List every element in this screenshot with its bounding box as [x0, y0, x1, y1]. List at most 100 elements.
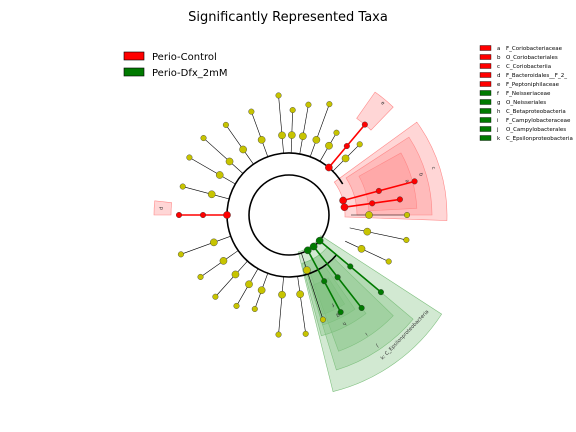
- taxon-node: [199, 211, 206, 218]
- taxon-node: [175, 211, 182, 218]
- clade-highlight-sectors: [153, 91, 448, 392]
- taxon-node: [289, 107, 296, 114]
- branch-17: [278, 276, 284, 335]
- branch-25: [189, 157, 236, 185]
- taxon-node: [315, 236, 324, 245]
- taxon-node: [222, 121, 229, 128]
- taxa-swatch-a: [479, 45, 492, 51]
- taxa-name-c: C_Coriobacteriia: [506, 64, 551, 70]
- taxa-swatch-g: [479, 99, 492, 105]
- sector-letter-j: j: [375, 342, 380, 348]
- taxon-node: [275, 331, 282, 338]
- branch-27: [225, 124, 254, 165]
- level-2-arc: [226, 152, 344, 278]
- taxon-node: [312, 136, 321, 144]
- taxa-label-e: e: [497, 82, 501, 88]
- taxon-node: [396, 196, 403, 203]
- group-legend: Perio-Control Perio-Dfx_2mM: [123, 51, 228, 79]
- legend-label-treated: Perio-Dfx_2mM: [152, 68, 228, 79]
- taxon-node: [233, 302, 240, 309]
- taxa-name-j: O_Campylobacterales: [506, 127, 566, 133]
- branch-15: [301, 252, 324, 320]
- taxon-node: [219, 257, 228, 265]
- figure-title: Significantly Represented Taxa: [188, 10, 388, 25]
- taxon-node: [248, 108, 255, 115]
- sector-letter-c: c: [430, 166, 437, 171]
- taxon-node: [385, 258, 392, 265]
- taxa-label-h: h: [497, 109, 501, 115]
- taxa-swatch-h: [479, 108, 492, 114]
- taxon-node: [245, 280, 253, 289]
- taxon-node: [296, 290, 304, 299]
- sector-letter-e: e: [379, 100, 385, 107]
- branch-2: [299, 104, 309, 154]
- branch-28: [251, 111, 269, 157]
- taxa-swatch-c: [479, 63, 492, 69]
- taxa-swatch-b: [479, 54, 492, 60]
- taxon-node: [303, 266, 311, 274]
- branch-22: [180, 235, 231, 255]
- clade-sector-b: [345, 136, 433, 216]
- taxon-node: [305, 101, 312, 108]
- taxon-node: [325, 141, 333, 150]
- taxon-node: [404, 211, 411, 218]
- taxa-swatch-k: [479, 135, 492, 141]
- taxon-node: [363, 227, 372, 236]
- taxa-label-i: i: [497, 118, 499, 124]
- clade-sector-d: [153, 200, 172, 216]
- branch-16: [297, 276, 306, 334]
- sector-letter-d: d: [159, 207, 165, 210]
- branch-10: [349, 227, 407, 241]
- taxa-label-a: a: [497, 46, 500, 52]
- taxon-node: [179, 183, 186, 190]
- sector-letter-i: i: [364, 331, 368, 337]
- taxon-node: [361, 121, 368, 128]
- taxa-legend: a F_Coriobacteriaceae b O_Coriobacterial…: [479, 45, 573, 142]
- taxon-node: [375, 187, 382, 194]
- taxon-node: [200, 135, 207, 142]
- taxa-swatch-e: [479, 81, 492, 87]
- taxon-node: [278, 131, 286, 140]
- legend-swatch-treated: [123, 67, 145, 77]
- taxa-label-b: b: [497, 55, 501, 61]
- taxa-name-g: O_Neisseriales: [506, 100, 546, 106]
- taxa-label-g: g: [497, 100, 501, 106]
- taxon-node: [309, 242, 318, 251]
- taxa-name-f: F_Neisseriaceae: [506, 91, 551, 97]
- root-ring: [248, 174, 330, 256]
- clade-sector-a: [358, 152, 418, 212]
- taxon-node: [377, 289, 384, 296]
- taxa-swatch-i: [479, 117, 492, 123]
- taxon-node: [210, 238, 218, 247]
- taxa-name-a: F_Coriobacteriaceae: [506, 46, 563, 52]
- taxon-node: [278, 290, 286, 299]
- taxon-node: [343, 143, 350, 150]
- taxa-label-k: k: [497, 136, 501, 142]
- taxon-node: [287, 131, 296, 139]
- taxon-node: [339, 196, 347, 205]
- sector-letter-f: f: [330, 301, 334, 307]
- sector-letter-h: h: [341, 320, 347, 327]
- taxon-node: [186, 154, 193, 161]
- branch-0: [278, 95, 284, 154]
- taxa-swatch-f: [479, 90, 492, 96]
- taxa-name-h: C_Betaproteobacteria: [506, 109, 566, 115]
- taxa-label-f: f: [497, 91, 500, 97]
- taxon-node: [334, 274, 341, 281]
- taxon-node: [333, 129, 340, 136]
- taxon-node: [303, 246, 312, 255]
- branch-26: [203, 137, 244, 174]
- taxon-node: [321, 278, 328, 285]
- taxon-node: [411, 178, 418, 185]
- taxon-node: [357, 245, 366, 253]
- taxa-swatch-d: [479, 72, 492, 78]
- sector-letter-a: a: [403, 179, 410, 184]
- taxon-node: [358, 304, 365, 311]
- taxon-node: [326, 101, 333, 108]
- taxon-node: [251, 305, 258, 312]
- branch-11: [345, 240, 389, 262]
- taxon-node: [341, 154, 350, 163]
- taxon-node: [369, 200, 376, 207]
- taxon-node: [212, 293, 219, 300]
- taxon-node: [223, 211, 231, 219]
